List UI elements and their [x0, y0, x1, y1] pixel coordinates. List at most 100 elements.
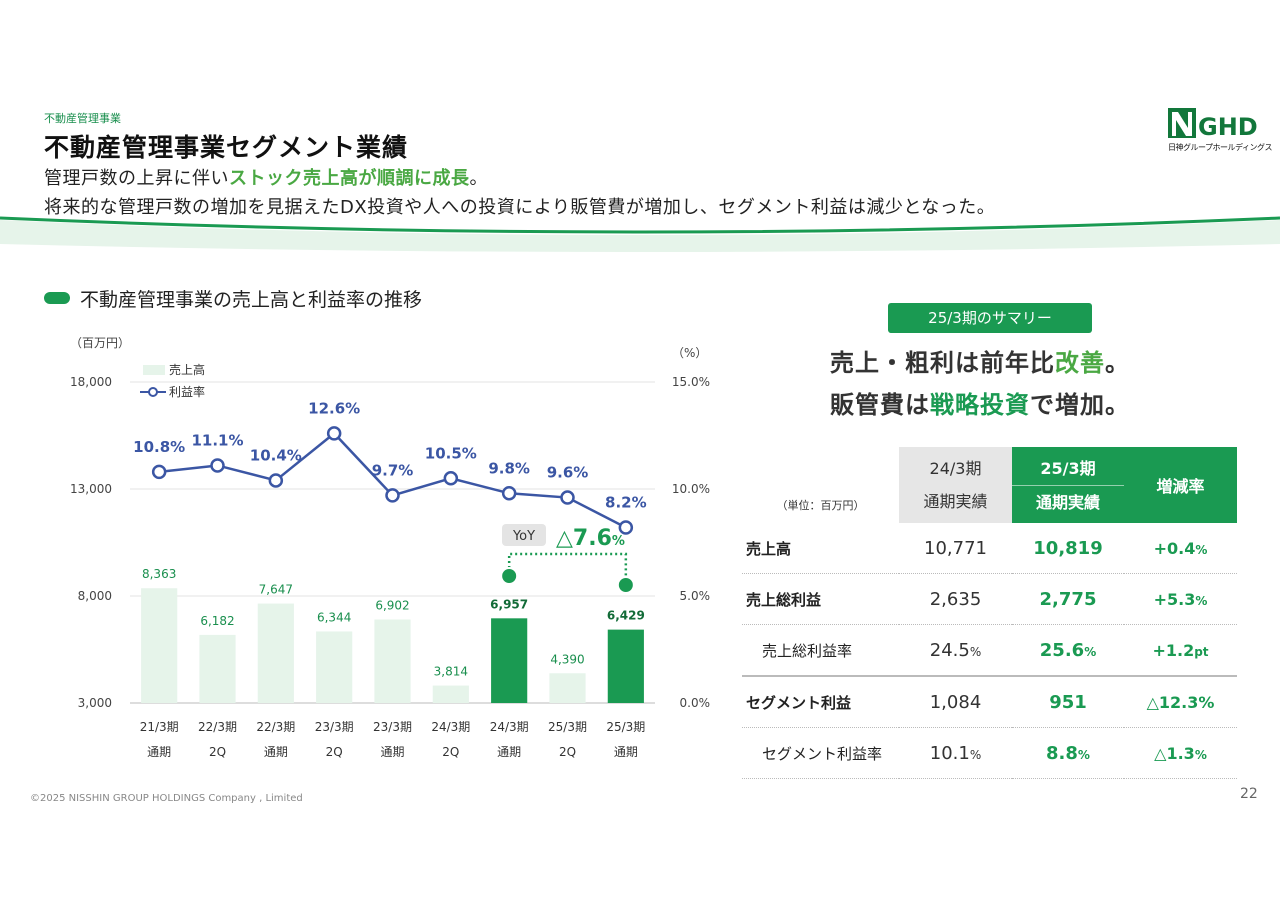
x-tick-label: 2Q — [209, 745, 226, 759]
summary-badge: 25/3期のサマリー — [888, 303, 1092, 333]
bar-value-label: 4,390 — [550, 652, 584, 666]
yoy-dot — [616, 576, 635, 594]
page-number: 22 — [1240, 786, 1258, 802]
x-tick-label: 通期 — [147, 745, 171, 759]
header-divider-band — [0, 216, 1280, 252]
logo-text: GHD — [1198, 113, 1258, 140]
y-right-tick-label: 10.0% — [672, 482, 710, 496]
y-left-tick-label: 13,000 — [70, 482, 112, 496]
legend-bar-label: 売上高 — [169, 362, 205, 377]
row-cur-value: 10,819 — [1012, 523, 1124, 574]
line-value-label: 10.5% — [425, 444, 477, 462]
header-cur-type: 通期実績 — [1035, 492, 1100, 512]
summary-line-1: 売上・粗利は前年比改善。 — [830, 343, 1130, 378]
prev-unit: % — [969, 644, 982, 659]
row-cur-value: 8.8% — [1012, 727, 1124, 779]
x-tick-label: 2Q — [442, 745, 459, 759]
row-prev-value: 24.5% — [899, 624, 1012, 677]
row-prev-value: 2,635 — [899, 573, 1012, 625]
line-point — [268, 473, 284, 488]
bar-value-label: 6,902 — [375, 598, 409, 612]
row-rate: +1.2pt — [1124, 624, 1237, 677]
bar-value-label: 3,814 — [434, 665, 468, 679]
bar — [549, 673, 586, 703]
sales-margin-chart: 18,000 13,000 8,000 3,000 15.0% 10.0% 5.0% 0.0%… — [70, 336, 711, 759]
y-right-tick-label: 5.0% — [680, 589, 711, 603]
page-title: 不動産管理事業セグメント業績 — [44, 133, 409, 162]
summary-line-2: 販管費は戦略投資で増加。 — [830, 385, 1130, 420]
summary-text: 売上・粗利は前年比 — [830, 349, 1055, 377]
y-right-unit-label: （%） — [672, 346, 707, 360]
row-prev-value: 10.1% — [899, 727, 1012, 779]
bar-value-label: 6,957 — [490, 597, 528, 611]
header-current-year: 25/3期 通期実績 — [1012, 447, 1124, 523]
line-point — [385, 488, 400, 503]
x-tick-label: 通期 — [614, 745, 638, 759]
table-row: セグメント利益率 10.1% 8.8% △1.3% — [742, 727, 1237, 779]
rate-unit: % — [1195, 542, 1208, 557]
unit-label: （単位：百万円） — [776, 499, 865, 512]
line-point — [443, 471, 459, 486]
rate-unit: % — [1195, 593, 1208, 608]
y-left-tick-label: 8,000 — [78, 589, 112, 603]
line-value-label: 10.8% — [133, 438, 185, 456]
line-value-label: 8.2% — [605, 494, 647, 512]
row-rate: △1.3% — [1124, 727, 1237, 779]
prev-value: 24.5 — [929, 639, 970, 661]
logo-subtitle: 日神グループホールディングス — [1168, 143, 1272, 152]
x-tick-label: 25/3期 — [548, 720, 587, 734]
yoy-value-number: △7.6 — [556, 526, 612, 551]
bar — [257, 603, 294, 703]
header-change-rate: 増減率 — [1124, 447, 1237, 523]
row-label: セグメント利益率 — [742, 727, 899, 779]
cur-unit: % — [1084, 644, 1097, 659]
row-label: 売上総利益率 — [742, 624, 899, 677]
table-row: 売上総利益 2,635 2,775 +5.3% — [742, 573, 1237, 625]
summary-highlight: 戦略投資 — [930, 391, 1030, 419]
copyright: ©2025 NISSHIN GROUP HOLDINGS Company , L… — [30, 793, 303, 804]
x-tick-label: 24/3期 — [431, 720, 470, 734]
header-prev-year: 24/3期 通期実績 — [899, 447, 1012, 523]
line-value-label: 9.7% — [372, 461, 414, 479]
line-value-label: 9.8% — [488, 459, 530, 477]
x-tick-label: 22/3期 — [198, 720, 237, 734]
x-tick-label: 2Q — [559, 745, 576, 759]
yoy-value: △7.6% — [556, 526, 625, 551]
row-cur-value: 951 — [1012, 676, 1124, 728]
bar-value-label: 6,429 — [607, 609, 645, 623]
legend-bar-swatch — [143, 365, 165, 375]
row-label: 売上総利益 — [742, 573, 899, 625]
x-tick-label: 23/3期 — [315, 720, 354, 734]
x-tick-label: 25/3期 — [606, 720, 645, 734]
header-prev-period: 24/3期 — [929, 459, 982, 478]
row-label: 売上高 — [742, 523, 899, 574]
table-row: 売上総利益率 24.5% 25.6% +1.2pt — [742, 624, 1237, 677]
line-value-label: 11.1% — [191, 431, 243, 449]
row-prev-value: 10,771 — [899, 523, 1012, 574]
bar — [491, 618, 528, 703]
cur-value: 8.8 — [1046, 742, 1078, 764]
prev-value: 10.1 — [929, 742, 970, 764]
rate-value: △1.3 — [1154, 743, 1195, 763]
x-tick-label: 通期 — [264, 745, 288, 759]
bar — [199, 634, 236, 703]
row-rate: △12.3% — [1124, 676, 1237, 728]
bar-value-label: 6,182 — [200, 614, 234, 628]
lead-highlight: ストック売上高が順調に成長 — [229, 168, 470, 189]
bar-value-label: 6,344 — [317, 610, 351, 624]
line-value-label: 10.4% — [250, 446, 302, 464]
line-point — [326, 426, 342, 441]
rate-unit: % — [1194, 747, 1207, 762]
rate-value: +5.3 — [1153, 589, 1196, 609]
section-marker-icon — [44, 292, 70, 304]
summary-highlight: 改善 — [1055, 349, 1105, 377]
x-tick-label: 通期 — [497, 745, 521, 759]
yoy-badge-label: YoY — [512, 529, 535, 544]
bar-value-label: 7,647 — [259, 583, 293, 597]
table-row: 売上高 10,771 10,819 +0.4% — [742, 523, 1237, 574]
cur-value: 25.6 — [1039, 639, 1085, 661]
bar — [374, 619, 411, 703]
row-rate: +0.4% — [1124, 523, 1237, 574]
table-row: セグメント利益 1,084 951 △12.3% — [742, 676, 1237, 728]
bar — [141, 588, 178, 703]
